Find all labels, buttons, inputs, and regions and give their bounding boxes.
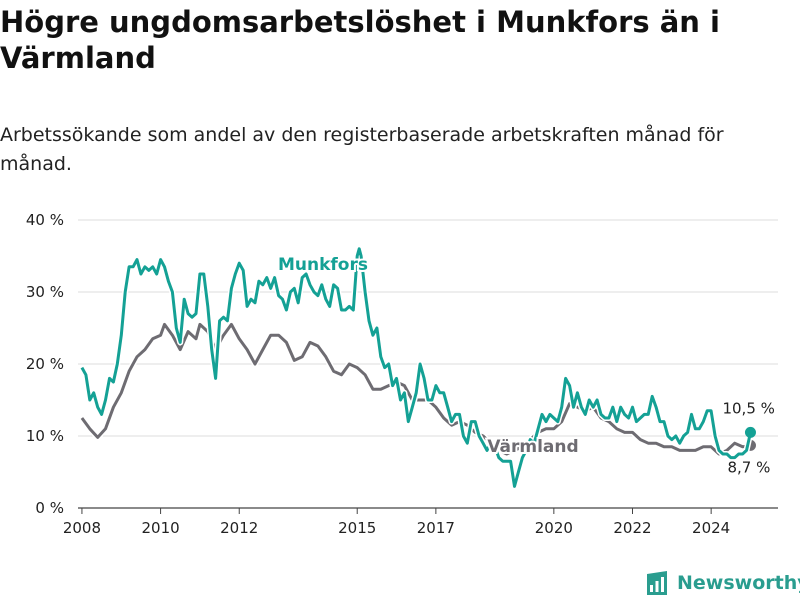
munkfors-line-halo: [79, 245, 754, 490]
x-tick-label: 2017: [417, 519, 455, 537]
munkfors-line: [80, 247, 752, 488]
chart-subtitle: Arbetssökande som andel av den registerb…: [0, 124, 724, 175]
varmland-series-label: Värmland: [487, 437, 578, 457]
y-axis-ticks: 0 % 10 % 20 % 30 % 40 %: [26, 211, 64, 517]
y-tick-label: 40 %: [26, 211, 64, 229]
varmland-end-value-label: 8,7 %: [727, 458, 770, 476]
x-axis-ticks: 2008 2010 2012 2015 2017 2020 2022 2024: [63, 508, 730, 537]
x-tick-label: 2008: [63, 519, 101, 537]
gridlines: [78, 219, 778, 509]
chart-title: Högre ungdomsarbetslöshet i Munkfors än …: [0, 5, 720, 75]
x-tick-label: 2020: [535, 519, 573, 537]
y-tick-label: 0 %: [35, 499, 64, 517]
series-labels: Munkfors Värmland 10,5 % 8,7 %: [276, 253, 777, 478]
x-tick-label: 2022: [613, 519, 651, 537]
x-tick-label: 2010: [141, 519, 179, 537]
brand-logo: Newsworthy: [645, 569, 800, 597]
x-tick-label: 2015: [338, 519, 376, 537]
munkfors-series-label: Munkfors: [278, 255, 368, 275]
newsworthy-logo-icon: [647, 571, 667, 595]
brand-name: Newsworthy: [677, 572, 800, 594]
munkfors-end-point: [744, 426, 756, 438]
y-tick-label: 30 %: [26, 283, 64, 301]
x-tick-label: 2012: [220, 519, 258, 537]
munkfors-end-value-label: 10,5 %: [722, 399, 774, 417]
x-tick-label: 2024: [692, 519, 730, 537]
y-tick-label: 20 %: [26, 355, 64, 373]
series-lines: [79, 245, 756, 490]
y-tick-label: 10 %: [26, 427, 64, 445]
